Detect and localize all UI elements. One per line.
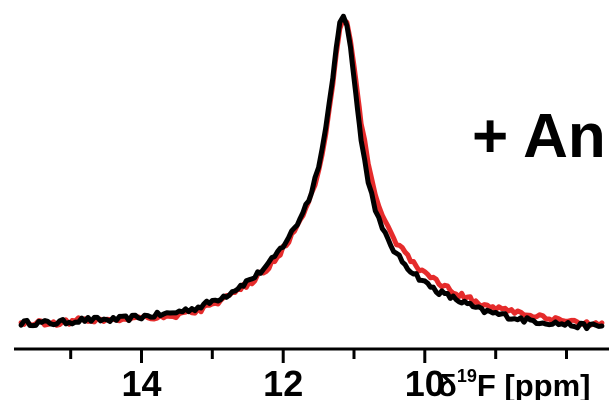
x-ticks: 14 12 10 <box>69 349 568 400</box>
x-axis-label: δ19F [ppm] <box>438 366 590 400</box>
x-tick-label: 12 <box>263 363 303 400</box>
series-line-black <box>18 13 605 332</box>
series-line-red <box>18 16 605 328</box>
x-tick-label: 14 <box>121 363 161 400</box>
x-axis-label-superscript: 19 <box>457 366 477 386</box>
overlay-annotation: + An <box>472 102 606 171</box>
series-layer <box>18 13 605 332</box>
x-tick-label: 10 <box>405 363 445 400</box>
x-axis-label-prefix: δ <box>438 368 457 400</box>
x-axis-label-suffix: F [ppm] <box>477 368 591 400</box>
